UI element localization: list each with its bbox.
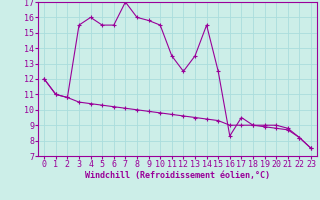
X-axis label: Windchill (Refroidissement éolien,°C): Windchill (Refroidissement éolien,°C) <box>85 171 270 180</box>
